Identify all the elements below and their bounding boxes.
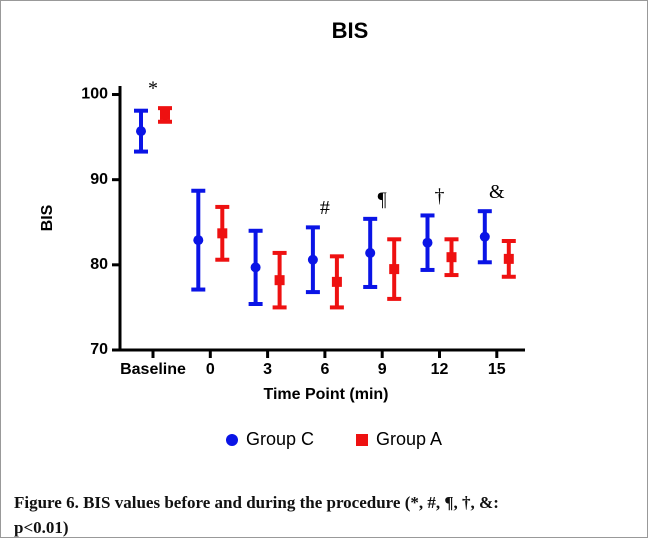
- x-tick-label: Baseline: [120, 361, 186, 378]
- point: [389, 264, 400, 275]
- legend-label: Group C: [246, 429, 314, 449]
- x-axis-label: Time Point (min): [263, 386, 388, 403]
- annotation: #: [320, 197, 330, 219]
- annotation: †: [435, 185, 445, 207]
- y-tick-label: 90: [90, 171, 108, 188]
- y-tick-label: 100: [81, 86, 108, 103]
- point: [136, 126, 146, 137]
- x-tick-label: 3: [263, 361, 272, 378]
- point: [503, 253, 514, 264]
- y-tick-label: 70: [90, 341, 108, 358]
- x-tick-label: 0: [206, 361, 215, 378]
- point: [307, 254, 318, 265]
- chart: BIS Time Point (min) BIS 708090100Baseli…: [39, 18, 525, 449]
- point: [274, 275, 285, 286]
- point: [446, 252, 457, 263]
- point: [193, 235, 204, 246]
- y-axis-label: BIS: [39, 204, 56, 231]
- chart-title: BIS: [332, 18, 369, 43]
- x-tick-label: 9: [378, 361, 387, 378]
- point: [365, 247, 376, 258]
- x-tick-label: 6: [320, 361, 329, 378]
- point: [479, 231, 490, 242]
- point: [160, 109, 170, 120]
- legend-marker: [356, 434, 368, 446]
- point: [422, 237, 433, 248]
- point: [331, 276, 342, 287]
- x-tick-label: 15: [488, 361, 506, 378]
- legend-marker: [226, 434, 238, 446]
- point: [217, 228, 228, 239]
- x-tick-label: 12: [431, 361, 449, 378]
- annotation: ¶: [378, 188, 387, 210]
- point: [250, 262, 261, 273]
- legend-label: Group A: [376, 429, 442, 449]
- annotation: *: [148, 78, 158, 100]
- annotation: &: [489, 181, 505, 203]
- caption: Figure 6. BIS values before and during t…: [14, 493, 499, 537]
- y-tick-label: 80: [90, 256, 108, 273]
